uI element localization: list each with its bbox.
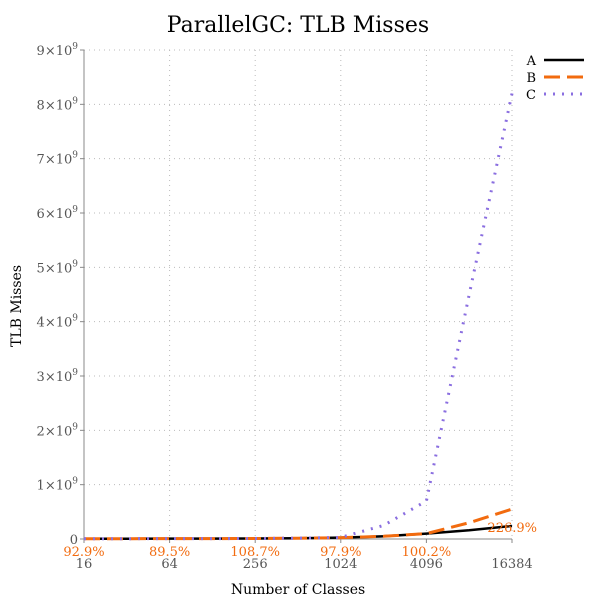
y-tick-exponent: 9 [72, 477, 78, 487]
y-tick-label: 1×109 [37, 477, 79, 494]
x-tick-label: 16384 [491, 557, 532, 572]
y-tick-mantissa: 0 [70, 533, 78, 548]
y-tick-label: 6×109 [37, 205, 79, 222]
y-axis-label: TLB Misses [9, 265, 25, 347]
y-tick-mantissa: 3×10 [37, 370, 73, 385]
ratio-annotation: 97.9% [320, 545, 361, 560]
y-tick-mantissa: 1×10 [37, 479, 73, 494]
y-tick-exponent: 9 [72, 96, 78, 106]
y-tick-mantissa: 6×10 [37, 207, 73, 222]
legend-label-b: B [526, 71, 536, 86]
x-axis-label: Number of Classes [231, 582, 365, 598]
series-c-line [84, 93, 514, 541]
y-tick-mantissa: 4×10 [37, 316, 73, 331]
y-ticks: 01×1092×1093×1094×1095×1096×1097×1098×10… [37, 42, 84, 548]
y-tick-exponent: 9 [72, 422, 78, 432]
y-tick-label: 4×109 [37, 314, 79, 331]
x-ticks: 16 64 256 1024 4096 16384 [76, 539, 533, 572]
legend-label-a: A [526, 54, 537, 69]
x-tick-label: 16 [76, 557, 93, 572]
ratio-annotation: 100.2% [402, 545, 452, 560]
y-tick-mantissa: 8×10 [37, 98, 73, 113]
y-tick-label: 7×109 [37, 151, 79, 168]
chart-title: ParallelGC: TLB Misses [167, 13, 429, 38]
y-tick-exponent: 9 [72, 151, 78, 161]
y-tick-mantissa: 9×10 [37, 44, 73, 59]
ratio-annotation: 89.5% [149, 545, 190, 560]
legend: ABC [526, 54, 584, 103]
y-tick-mantissa: 5×10 [37, 261, 73, 276]
y-tick-exponent: 9 [72, 205, 78, 215]
y-tick-mantissa: 2×10 [37, 424, 73, 439]
legend-label-c: C [526, 88, 536, 103]
y-tick-label: 2×109 [37, 422, 79, 439]
y-tick-exponent: 9 [72, 259, 78, 269]
ratio-annotation: 226.9% [487, 521, 537, 536]
y-tick-mantissa: 7×10 [37, 153, 73, 168]
x-tick-label: 4096 [410, 557, 443, 572]
y-tick-exponent: 9 [72, 42, 78, 52]
y-tick-label: 9×109 [37, 42, 79, 59]
ratio-annotation: 92.9% [63, 545, 104, 560]
y-tick-label: 3×109 [37, 368, 79, 385]
y-tick-exponent: 9 [72, 314, 78, 324]
series-b-line [84, 507, 513, 541]
series-group [84, 93, 514, 541]
y-tick-label: 5×109 [37, 259, 79, 276]
x-tick-label: 256 [243, 557, 268, 572]
ratio-annotation: 108.7% [230, 545, 280, 560]
y-tick-label: 0 [70, 533, 78, 548]
y-tick-exponent: 9 [72, 368, 78, 378]
x-tick-label: 64 [161, 557, 178, 572]
axes [83, 50, 512, 540]
annotations: 92.9% 89.5% 108.7% 97.9% 100.2% 226.9% [63, 521, 537, 560]
x-tick-label: 1024 [324, 557, 357, 572]
y-tick-label: 8×109 [37, 96, 79, 113]
grid [84, 49, 513, 539]
